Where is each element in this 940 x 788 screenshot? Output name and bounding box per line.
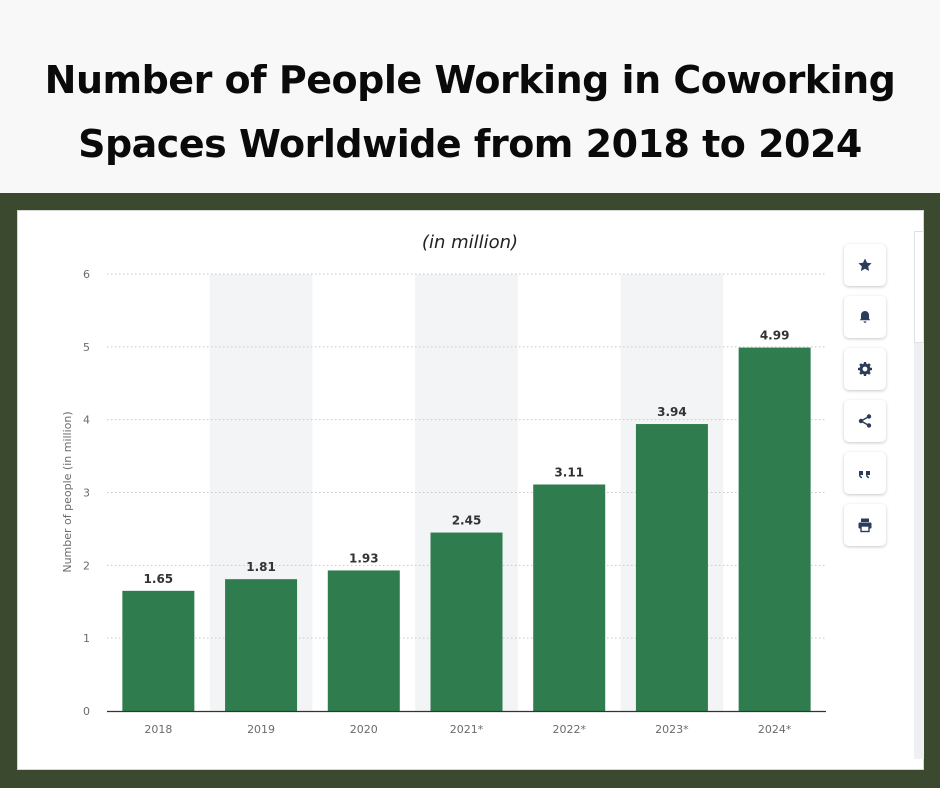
- x-tick-label: 2023*: [655, 723, 689, 736]
- y-tick-label: 4: [83, 414, 90, 427]
- print-button[interactable]: [844, 504, 886, 546]
- header: Number of People Working in Coworking Sp…: [0, 0, 940, 193]
- share-icon: [858, 414, 872, 428]
- notification-button[interactable]: [844, 296, 886, 338]
- gear-icon: [858, 362, 872, 376]
- star-icon: [858, 258, 872, 271]
- cite-button[interactable]: [844, 452, 886, 494]
- x-tick-label: 2021*: [450, 723, 484, 736]
- bell-icon: [859, 311, 871, 323]
- data-label: 1.93: [349, 551, 379, 565]
- y-tick-label: 3: [83, 487, 90, 500]
- bar: [327, 570, 400, 711]
- page-title-line-1: Number of People Working in Coworking: [44, 58, 896, 102]
- data-label: 3.11: [554, 465, 584, 479]
- x-tick-label: 2018: [144, 723, 172, 736]
- favorite-button[interactable]: [844, 244, 886, 286]
- y-tick-label: 5: [83, 341, 90, 354]
- bar: [225, 579, 298, 711]
- settings-button[interactable]: [844, 348, 886, 390]
- y-tick-label: 2: [83, 559, 90, 572]
- data-label: 1.81: [246, 560, 276, 574]
- y-tick-label: 1: [83, 632, 90, 645]
- data-label: 1.65: [144, 572, 174, 586]
- x-tick-label: 2020: [350, 723, 378, 736]
- side-panel-tab[interactable]: [914, 231, 924, 343]
- bar: [738, 347, 811, 711]
- data-label: 2.45: [452, 514, 482, 528]
- x-tick-label: 2022*: [552, 723, 586, 736]
- print-icon: [858, 518, 872, 533]
- data-label: 4.99: [760, 329, 790, 343]
- bar: [122, 590, 195, 711]
- data-label: 3.94: [657, 405, 687, 419]
- y-tick-label: 6: [83, 268, 90, 281]
- side-panel-strip: [914, 231, 924, 759]
- y-tick-label: 0: [83, 705, 90, 718]
- quote-icon: [859, 471, 870, 479]
- share-button[interactable]: [844, 400, 886, 442]
- y-axis-title: Number of people (in million): [61, 411, 74, 572]
- page-title-line-2: Spaces Worldwide from 2018 to 2024: [78, 122, 862, 166]
- bar: [635, 424, 708, 711]
- bar: [533, 484, 606, 711]
- x-tick-label: 2024*: [758, 723, 792, 736]
- x-tick-label: 2019: [247, 723, 275, 736]
- bar: [430, 532, 503, 711]
- chart-subtitle: (in million): [421, 232, 519, 253]
